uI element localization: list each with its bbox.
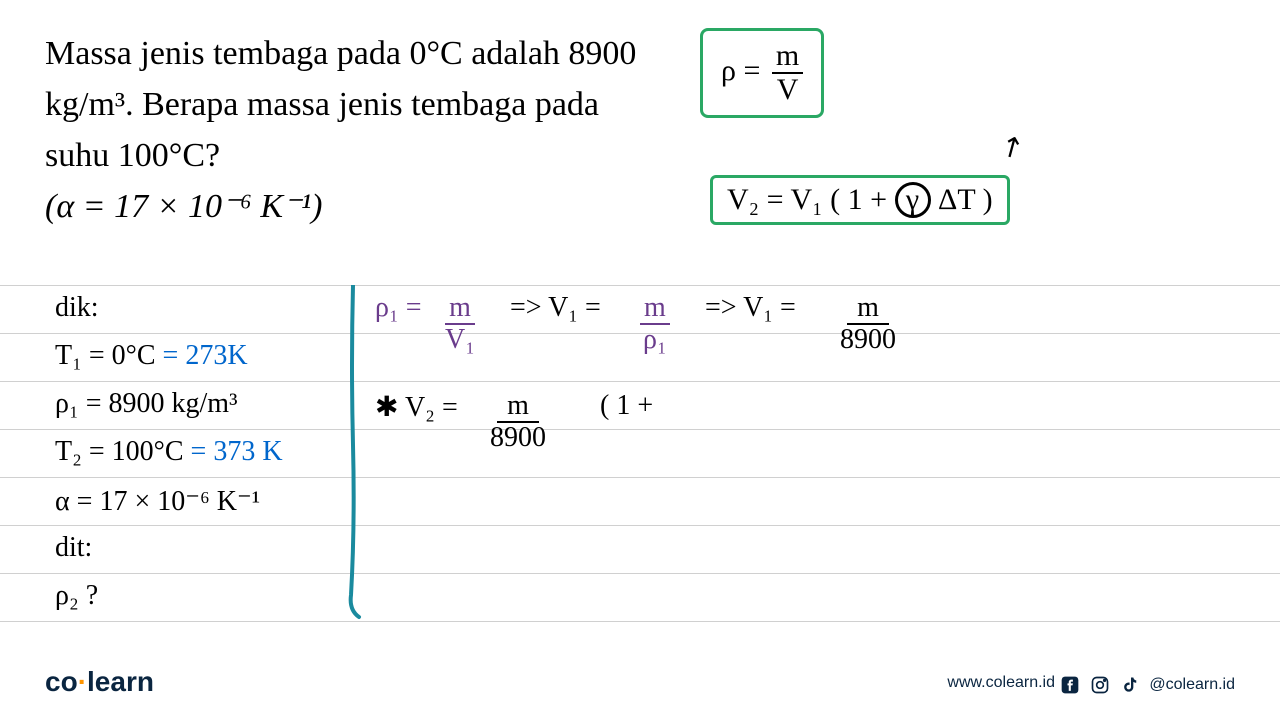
instagram-icon <box>1089 674 1111 696</box>
tiktok-icon <box>1119 674 1141 696</box>
formula2-circled-gamma: γ <box>895 182 931 218</box>
alpha-value: α = 17 × 10⁻⁶ K⁻¹ <box>55 484 260 518</box>
work-rho1-eq: ρ₁ = <box>375 292 422 324</box>
question-line-1: Massa jenis tembaga pada 0°C adalah 8900 <box>45 28 665 79</box>
formula-density-box: ρ = m V <box>700 28 824 118</box>
ruled-line <box>0 285 1280 286</box>
ruled-line <box>0 573 1280 574</box>
work-arrow1: => V₁ = <box>510 292 601 324</box>
ruled-line <box>0 525 1280 526</box>
formula-expansion-box: V₂ = V₁ ( 1 + γ ΔT ) <box>710 175 1010 225</box>
ruled-line <box>0 621 1280 622</box>
ruled-line <box>0 477 1280 478</box>
footer: co·learn www.colearn.id @colearn.id <box>0 658 1280 698</box>
work-frac1: m V₁ <box>445 292 475 356</box>
arrow-annotation: ↗ <box>993 126 1030 167</box>
work-paren: ( 1 + <box>600 390 653 422</box>
facebook-icon <box>1059 674 1081 696</box>
work-v2-eq: ✱ V₂ = <box>375 390 458 424</box>
vertical-divider <box>345 285 348 615</box>
t2-value: T₂ = 100°C = 373 K <box>55 436 283 468</box>
rho2-question: ρ₂ ? <box>55 580 98 612</box>
work-frac4: m 8900 <box>490 390 546 454</box>
work-arrow2: => V₁ = <box>705 292 796 324</box>
logo-dot: · <box>78 666 87 697</box>
social-handle: @colearn.id <box>1149 676 1235 694</box>
ruled-line <box>0 381 1280 382</box>
t1-value: T₁ = 0°C = 273K <box>55 340 248 372</box>
question-block: Massa jenis tembaga pada 0°C adalah 8900… <box>45 28 665 232</box>
work-frac3: m 8900 <box>840 292 896 356</box>
rho1-value: ρ₁ = 8900 kg/m³ <box>55 388 237 420</box>
question-line-2: kg/m³. Berapa massa jenis tembaga pada <box>45 79 665 130</box>
logo: co·learn <box>45 666 154 698</box>
social-links: @colearn.id <box>1059 674 1235 696</box>
website-url: www.colearn.id <box>947 674 1055 692</box>
formula1-den: V <box>777 73 799 106</box>
formula2-post: ΔT ) <box>931 183 993 216</box>
formula1-num: m <box>772 39 803 74</box>
dik-label: dik: <box>55 292 99 324</box>
formula1-lhs: ρ = <box>721 54 760 87</box>
question-line-4: (α = 17 × 10⁻⁶ K⁻¹) <box>45 181 665 232</box>
ruled-line <box>0 429 1280 430</box>
dit-label: dit: <box>55 532 92 564</box>
question-line-3: suhu 100°C? <box>45 130 665 181</box>
formula2-pre: V₂ = V₁ ( 1 + <box>727 183 895 216</box>
work-frac2: m ρ₁ <box>640 292 670 356</box>
